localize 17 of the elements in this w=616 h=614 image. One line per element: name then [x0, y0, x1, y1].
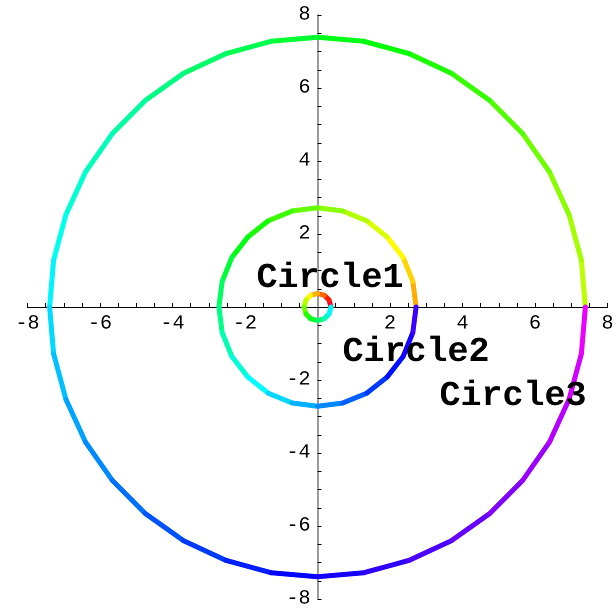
y-tick-label: 4 — [298, 150, 310, 172]
y-tick-label: -2 — [286, 368, 310, 392]
y-tick-label: 2 — [298, 222, 310, 246]
x-tick-label: 6 — [528, 312, 542, 336]
x-tick-label: -4 — [160, 312, 185, 336]
x-tick-label: -8 — [15, 312, 40, 336]
y-tick-label: -6 — [286, 514, 310, 538]
x-tick-label: -6 — [88, 312, 112, 336]
y-tick-label: -4 — [286, 442, 310, 464]
x-tick-label: 4 — [456, 312, 469, 336]
x-tick-label: -2 — [232, 312, 258, 336]
x-tick-label: 2 — [384, 312, 396, 336]
x-tick-label: 8 — [601, 312, 614, 336]
y-tick-label: -8 — [286, 588, 310, 610]
y-tick-label: 8 — [298, 4, 310, 26]
y-tick-label: 6 — [298, 76, 310, 100]
annotation: Circle1 — [256, 258, 404, 298]
